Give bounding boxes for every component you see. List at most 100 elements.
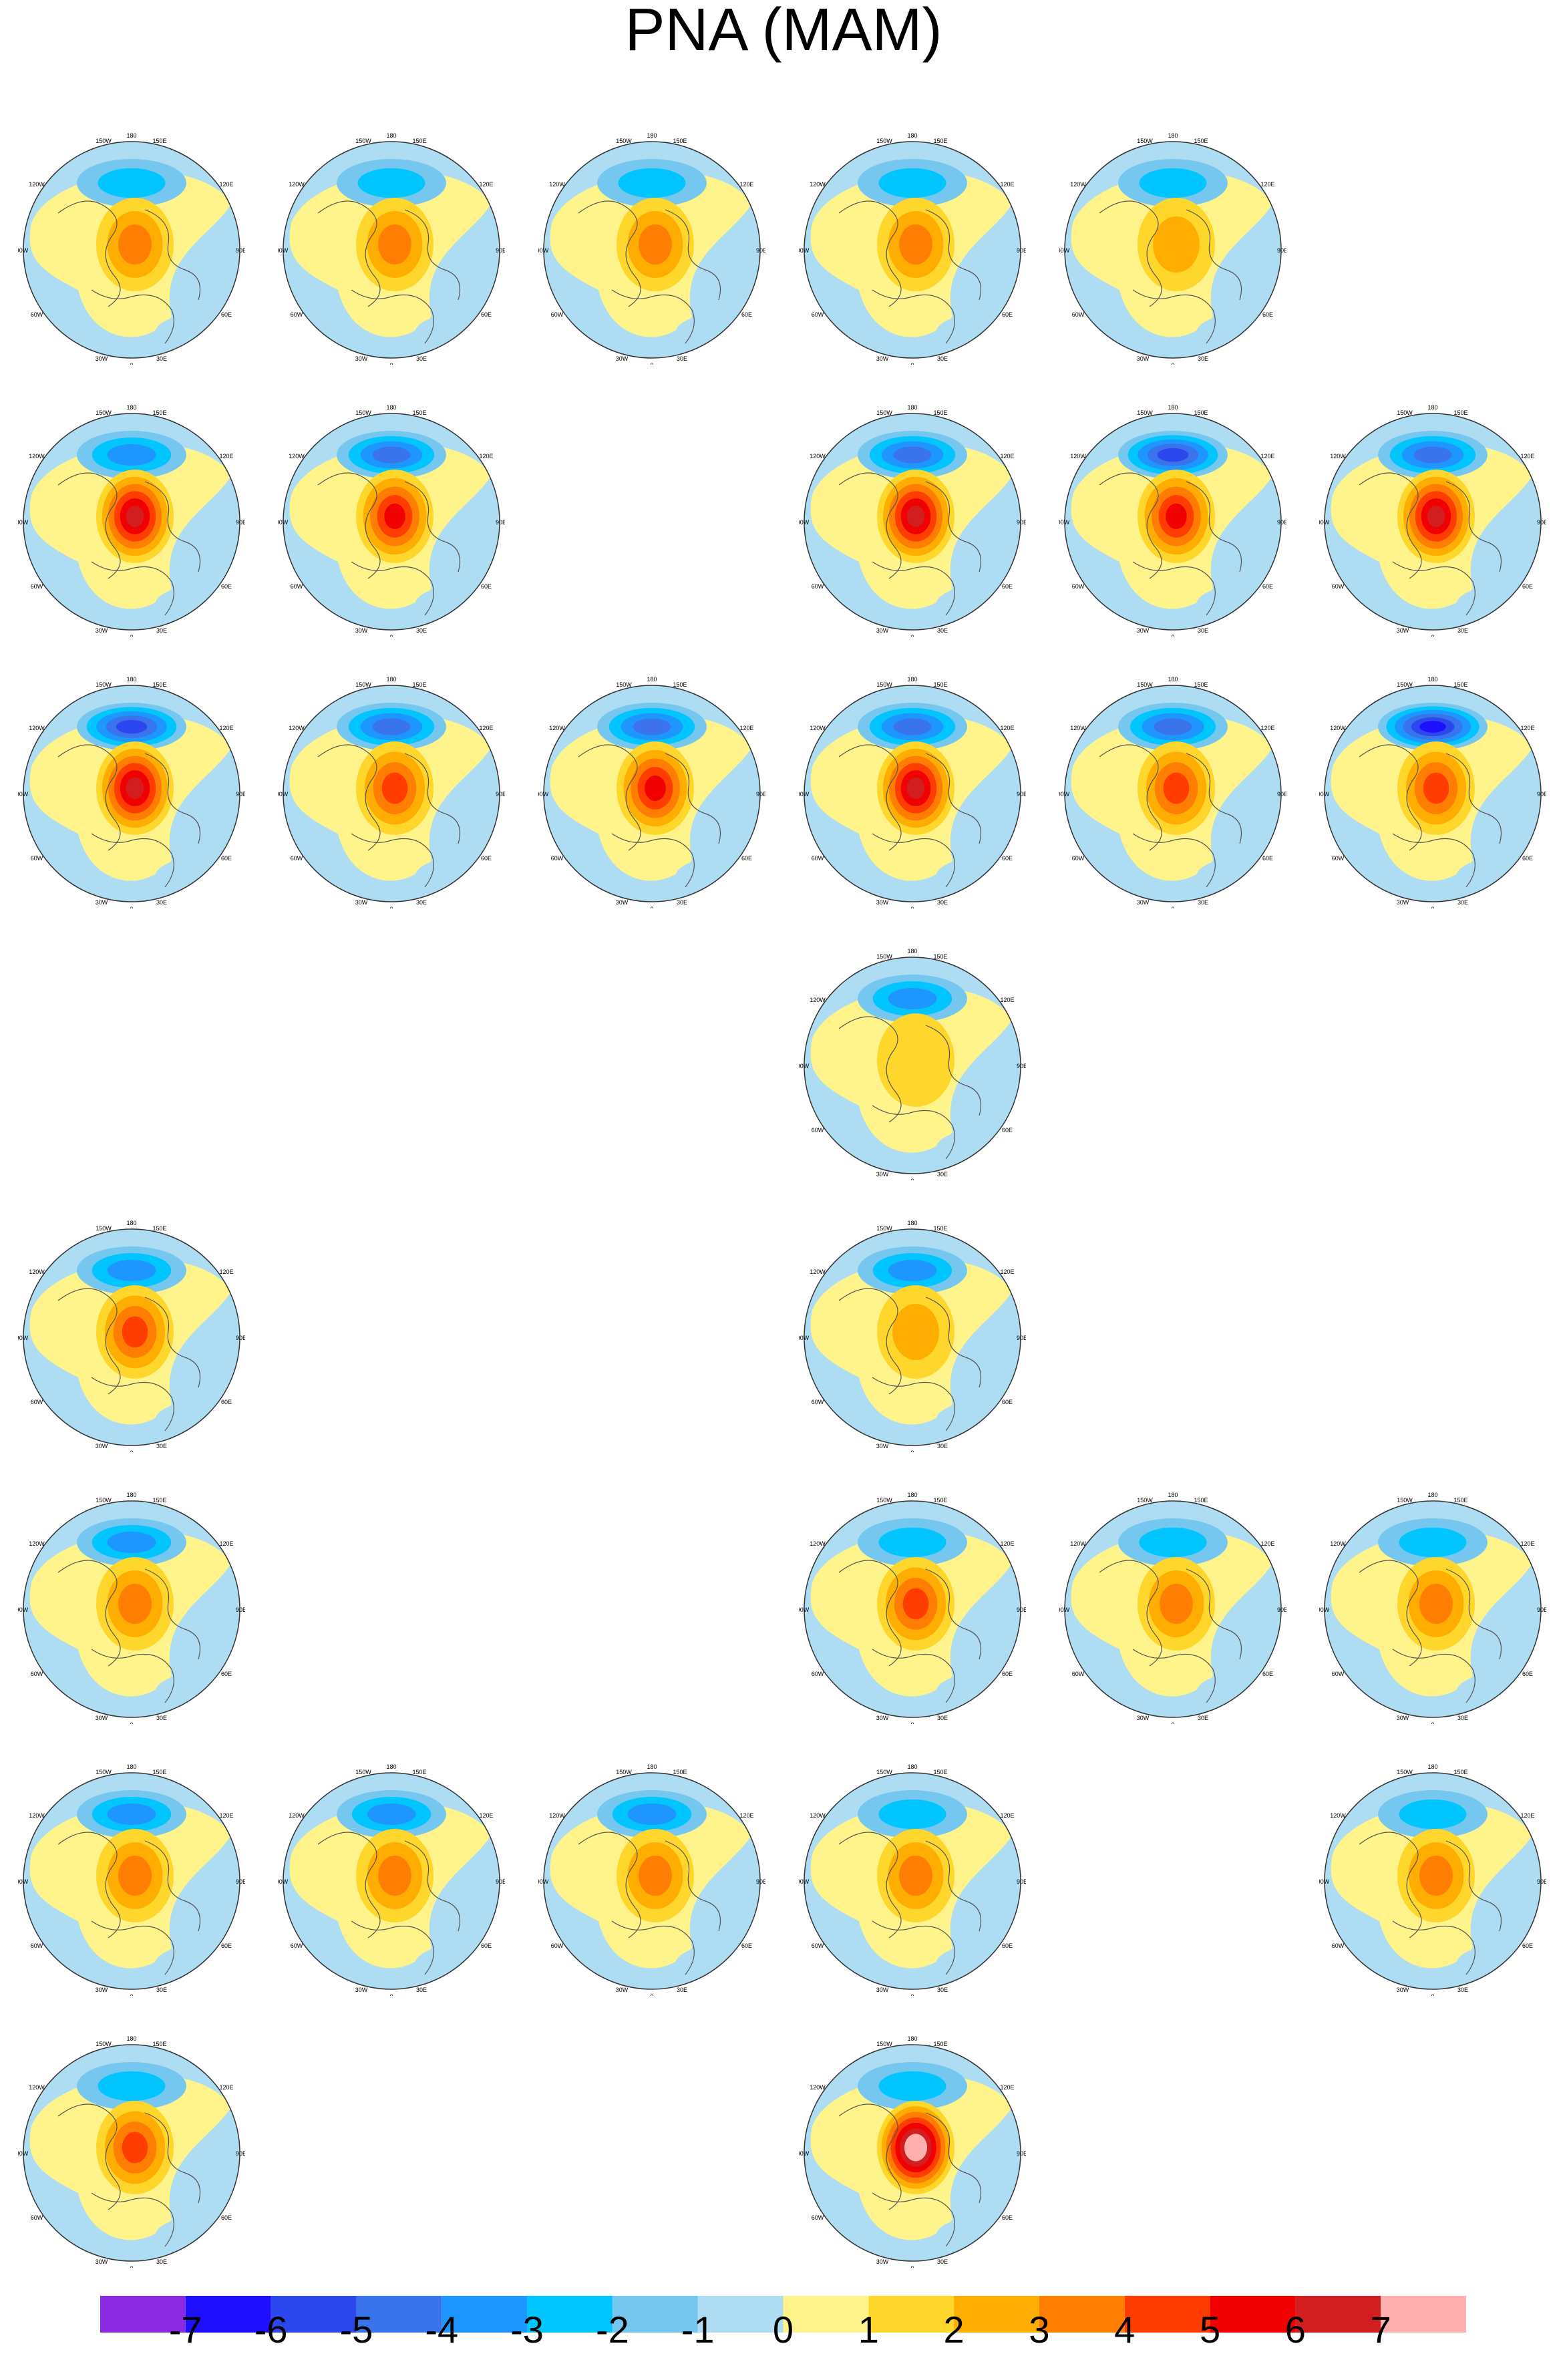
polar-map: 180 150W 150E 120W 120E 90W 90E 60W 60E 30W 30E 0 bbox=[18, 132, 245, 365]
coastline bbox=[611, 1920, 695, 1975]
longitude-label: 150W bbox=[355, 1769, 371, 1775]
map-panel: 180 150W 150E 120W 120E 90W 90E 60W 60E 30W 30E 0 bbox=[278, 643, 505, 910]
coastline bbox=[57, 200, 121, 307]
longitude-label: 180 bbox=[386, 1763, 396, 1770]
longitude-label: 60W bbox=[1072, 855, 1085, 862]
polar-map: 180 150W 150E 120W 120E 90W 90E 60W 60E 30W 30E 0 bbox=[538, 676, 765, 908]
longitude-label: 150W bbox=[616, 1769, 632, 1775]
coastline bbox=[1359, 1560, 1422, 1667]
longitude-label: 30E bbox=[156, 1715, 167, 1721]
longitude-label: 120W bbox=[810, 1812, 826, 1819]
longitude-label: 30W bbox=[1137, 627, 1150, 634]
longitude-label: 150W bbox=[96, 1225, 112, 1232]
longitude-label: 150E bbox=[152, 138, 166, 144]
map-panel: 180 150W 150E 120W 120E 90W 90E 60W 60E 30W 30E 0 bbox=[18, 1458, 245, 1725]
coastline bbox=[872, 833, 955, 888]
longitude-label: 90W bbox=[799, 1606, 810, 1613]
polar-map: 180 150W 150E 120W 120E 90W 90E 60W 60E 30W 30E 0 bbox=[1319, 1763, 1546, 1996]
map-panel: 180 150W 150E 120W 120E 90W 90E 60W 60E 30W 30E 0 bbox=[538, 1730, 765, 1997]
polar-map: 180 150W 150E 120W 120E 90W 90E 60W 60E 30W 30E 0 bbox=[538, 1763, 765, 1996]
coastline bbox=[91, 1649, 174, 1703]
longitude-label: 150E bbox=[1453, 1497, 1467, 1504]
longitude-label: 90E bbox=[1537, 1606, 1546, 1613]
map-panel: 180 150W 150E 120W 120E 90W 90E 60W 60E 30W 30E 0 bbox=[18, 2002, 245, 2269]
longitude-label: 0 bbox=[650, 1993, 653, 1996]
negative-contour bbox=[1154, 718, 1192, 735]
longitude-label: 60W bbox=[1332, 583, 1345, 590]
negative-region bbox=[936, 1130, 1016, 1168]
longitude-label: 90E bbox=[1017, 2150, 1026, 2157]
longitude-label: 120E bbox=[219, 2084, 233, 2091]
longitude-label: 30W bbox=[96, 2258, 108, 2265]
longitude-label: 0 bbox=[1431, 1721, 1434, 1724]
longitude-label: 90W bbox=[538, 791, 549, 798]
coastline bbox=[838, 1560, 902, 1667]
map-border bbox=[23, 1772, 240, 1990]
positive-contour bbox=[1423, 772, 1449, 804]
polar-map: 180 150W 150E 120W 120E 90W 90E 60W 60E 30W 30E 0 bbox=[538, 132, 765, 365]
coastline bbox=[1099, 200, 1162, 307]
longitude-label: 90E bbox=[1277, 519, 1286, 526]
longitude-label: 60W bbox=[812, 1942, 824, 1949]
map-border bbox=[23, 2044, 240, 2262]
longitude-label: 180 bbox=[386, 676, 396, 683]
longitude-label: 60W bbox=[551, 311, 564, 318]
map-panel: 180 150W 150E 120W 120E 90W 90E 60W 60E 30W 30E 0 bbox=[1319, 1458, 1546, 1725]
positive-contour bbox=[892, 1304, 939, 1360]
longitude-label: 30E bbox=[1198, 355, 1208, 362]
coastline bbox=[611, 833, 695, 888]
longitude-label: 90W bbox=[799, 1335, 810, 1341]
map-panel: 180 150W 150E 120W 120E 90W 90E 60W 60E 30W 30E 0 bbox=[799, 2002, 1026, 2269]
longitude-label: 0 bbox=[650, 906, 653, 908]
longitude-label: 30E bbox=[416, 899, 427, 906]
coastline bbox=[91, 289, 174, 344]
longitude-label: 120W bbox=[810, 2084, 826, 2091]
longitude-label: 60E bbox=[481, 311, 492, 318]
map-border bbox=[543, 141, 761, 359]
longitude-label: 90W bbox=[799, 791, 810, 798]
negative-contour bbox=[372, 446, 411, 464]
negative-contour bbox=[107, 1804, 156, 1825]
negative-contour bbox=[367, 1804, 416, 1825]
coastline bbox=[611, 289, 695, 344]
longitude-label: 60E bbox=[741, 855, 752, 862]
longitude-label: 180 bbox=[907, 1763, 917, 1770]
longitude-label: 30W bbox=[96, 899, 108, 906]
colorbar-tick-label: 7 bbox=[1370, 2309, 1391, 2351]
longitude-label: 30W bbox=[876, 899, 889, 906]
longitude-label: 120E bbox=[1260, 453, 1274, 460]
coastline bbox=[404, 481, 461, 572]
longitude-label: 180 bbox=[907, 132, 917, 139]
longitude-label: 180 bbox=[907, 948, 917, 955]
coastline bbox=[1392, 1920, 1475, 1975]
longitude-label: 90E bbox=[1277, 1606, 1286, 1613]
negative-region bbox=[155, 315, 235, 352]
longitude-label: 30E bbox=[677, 1987, 687, 1993]
negative-region bbox=[415, 1946, 495, 1983]
coastline bbox=[872, 1377, 955, 1431]
negative-region bbox=[415, 315, 495, 352]
longitude-label: 90E bbox=[1537, 791, 1546, 798]
coastline bbox=[578, 744, 641, 851]
longitude-label: 120W bbox=[1330, 725, 1346, 731]
longitude-label: 120E bbox=[1000, 997, 1014, 1003]
longitude-label: 0 bbox=[1431, 634, 1434, 637]
longitude-label: 30E bbox=[677, 355, 687, 362]
longitude-label: 150E bbox=[673, 1769, 687, 1775]
longitude-label: 30W bbox=[876, 355, 889, 362]
colorbar-tick-label: -4 bbox=[425, 2309, 459, 2351]
longitude-label: 30W bbox=[616, 899, 629, 906]
longitude-label: 90E bbox=[1537, 1878, 1546, 1885]
longitude-label: 60W bbox=[31, 311, 43, 318]
negative-region bbox=[155, 1674, 235, 1711]
longitude-label: 60W bbox=[291, 855, 303, 862]
coastline bbox=[925, 481, 982, 572]
negative-region bbox=[1196, 1674, 1276, 1711]
coastline bbox=[925, 209, 982, 301]
coastline bbox=[404, 1840, 461, 1932]
coastline bbox=[91, 1920, 174, 1975]
coastline bbox=[1132, 561, 1216, 616]
longitude-label: 120E bbox=[1260, 725, 1274, 731]
coastline bbox=[57, 1832, 121, 1938]
longitude-label: 60E bbox=[1002, 1671, 1013, 1677]
